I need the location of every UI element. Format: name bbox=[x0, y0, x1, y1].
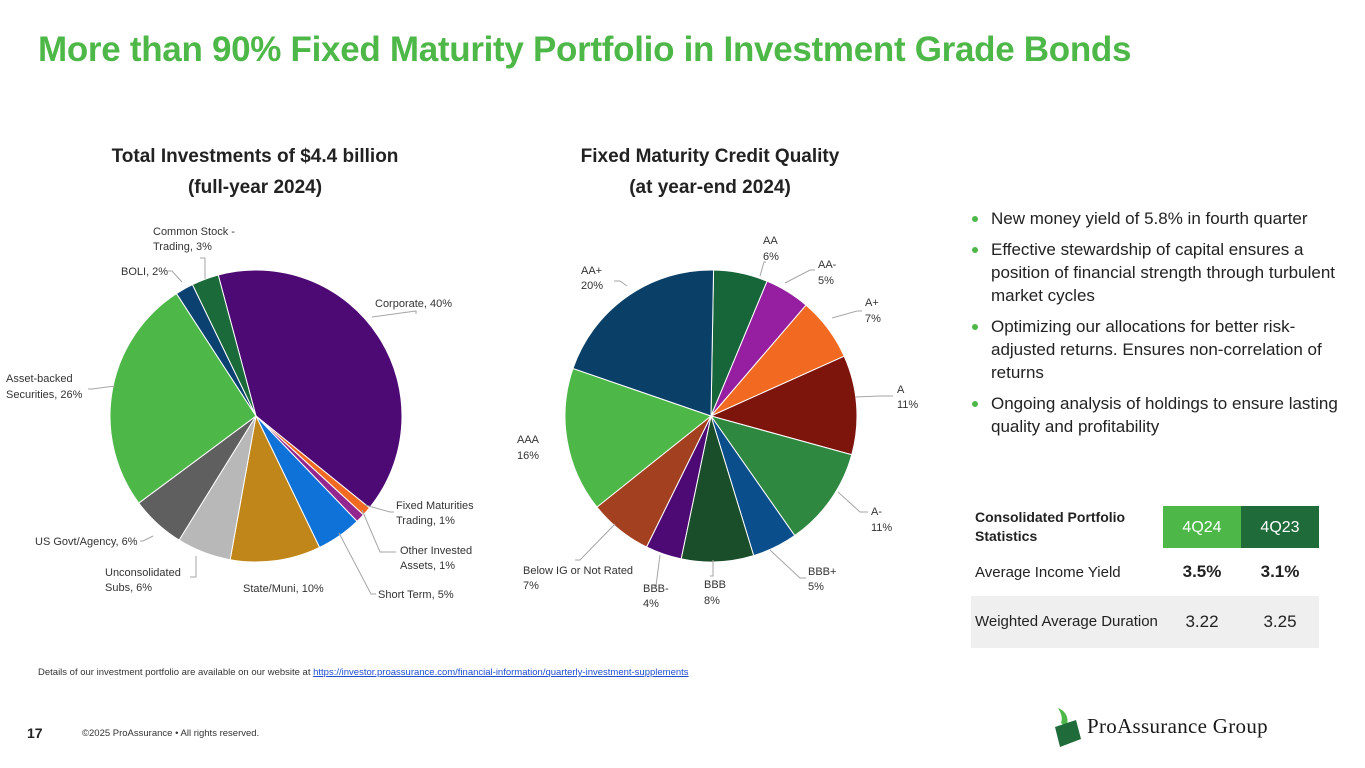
label-aam-pct: 5% bbox=[818, 275, 834, 287]
total-investments-pie: Corporate, 40% Fixed Maturities Trading,… bbox=[6, 226, 474, 601]
row-value-4q23: 3.1% bbox=[1260, 562, 1300, 581]
footnote: Details of our investment portfolio are … bbox=[38, 667, 689, 678]
label-below-ig-pct: 7% bbox=[523, 580, 539, 592]
left-leader-lines bbox=[88, 257, 417, 595]
logo-wordmark: ProAssurance Group bbox=[1087, 714, 1268, 738]
bullet-text: Ongoing analysis of holdings to ensure l… bbox=[991, 394, 1338, 436]
pie-slice bbox=[572, 269, 715, 417]
label-a-pct: 11% bbox=[897, 399, 918, 411]
label-bbbp-pct: 5% bbox=[808, 581, 824, 593]
right-chart-title: Fixed Maturity Credit Quality (at year-e… bbox=[540, 141, 880, 203]
row-value-4q23: 3.25 bbox=[1241, 596, 1319, 648]
label-aa-pct: 6% bbox=[763, 251, 779, 263]
pie-slice bbox=[709, 415, 853, 537]
bullet-dot-icon bbox=[972, 324, 978, 330]
left-chart-title-line2: (full-year 2024) bbox=[187, 177, 323, 198]
label-bbbp-name: BBB+ bbox=[808, 566, 836, 578]
label-aaa-name: AAA bbox=[517, 434, 540, 446]
row-label: Weighted Average Duration bbox=[971, 596, 1163, 648]
bullet-dot-icon bbox=[972, 401, 978, 407]
table-row: Average Income Yield 3.5% 3.1% bbox=[971, 548, 1319, 596]
label-fm-trading-line2: Trading, 1% bbox=[396, 515, 455, 527]
label-other-invested-line1: Other Invested bbox=[400, 545, 472, 557]
label-fm-trading-line1: Fixed Maturities bbox=[396, 500, 474, 512]
row-value-4q24: 3.22 bbox=[1163, 596, 1241, 648]
investment-supplements-link[interactable]: https://investor.proassurance.com/financ… bbox=[313, 667, 689, 678]
label-other-invested-line2: Assets, 1% bbox=[400, 560, 455, 572]
label-am-name: A- bbox=[871, 506, 882, 518]
logo-leaf-icon bbox=[1055, 708, 1081, 747]
label-corporate: Corporate, 40% bbox=[375, 298, 452, 310]
bullet-item: Effective stewardship of capital ensures… bbox=[972, 238, 1342, 307]
label-bbb-name: BBB bbox=[704, 579, 726, 591]
label-a-name: A bbox=[897, 384, 905, 396]
pie-slice bbox=[109, 292, 257, 504]
label-short-term: Short Term, 5% bbox=[378, 589, 454, 601]
portfolio-statistics-table: Consolidated Portfolio Statistics 4Q24 4… bbox=[971, 506, 1319, 648]
page-number: 17 bbox=[27, 725, 43, 741]
label-aap-pct: 20% bbox=[581, 280, 603, 292]
table-header-row: Consolidated Portfolio Statistics 4Q24 4… bbox=[971, 506, 1319, 548]
label-bbbm-pct: 4% bbox=[643, 598, 659, 610]
left-chart-title: Total Investments of $4.4 billion (full-… bbox=[80, 141, 430, 203]
column-header-4q24: 4Q24 bbox=[1163, 506, 1241, 548]
left-chart-title-line1: Total Investments of $4.4 billion bbox=[111, 146, 399, 167]
bullet-text: Optimizing our allocations for better ri… bbox=[991, 317, 1322, 382]
copyright: ©2025 ProAssurance • All rights reserved… bbox=[82, 728, 260, 739]
label-unconsolidated-line1: Unconsolidated bbox=[105, 567, 181, 579]
bullet-dot-icon bbox=[972, 216, 978, 222]
pie-slice bbox=[217, 269, 403, 509]
pie-slice bbox=[564, 367, 713, 508]
highlights-list: New money yield of 5.8% in fourth quarte… bbox=[972, 207, 1342, 446]
page-title: More than 90% Fixed Maturity Portfolio i… bbox=[38, 30, 1132, 69]
column-header-4q23: 4Q23 bbox=[1241, 506, 1319, 548]
label-abs-line1: Asset-backed bbox=[6, 373, 73, 385]
label-aap-name: AA+ bbox=[581, 265, 602, 277]
label-bbb-pct: 8% bbox=[704, 595, 720, 607]
row-label: Average Income Yield bbox=[975, 563, 1121, 581]
label-am-pct: 11% bbox=[871, 522, 892, 534]
table-row: Weighted Average Duration 3.22 3.25 bbox=[971, 596, 1319, 648]
pie-slice bbox=[229, 414, 321, 563]
bullet-dot-icon bbox=[972, 247, 978, 253]
bullet-text: Effective stewardship of capital ensures… bbox=[991, 240, 1336, 305]
label-unconsolidated-line2: Subs, 6% bbox=[105, 582, 152, 594]
footnote-text: Details of our investment portfolio are … bbox=[38, 667, 314, 678]
label-bbbm-name: BBB- bbox=[643, 583, 669, 595]
pie-slice bbox=[191, 274, 257, 417]
label-common-stock-line1: Common Stock - bbox=[153, 226, 235, 238]
pie-slice bbox=[709, 355, 858, 456]
right-chart-title-line2: (at year-end 2024) bbox=[629, 177, 791, 198]
label-common-stock-line2: Trading, 3% bbox=[153, 241, 212, 253]
label-ap-name: A+ bbox=[865, 297, 879, 309]
label-boli: BOLI, 2% bbox=[121, 266, 168, 278]
bullet-item: New money yield of 5.8% in fourth quarte… bbox=[972, 207, 1342, 230]
label-abs-line2: Securities, 26% bbox=[6, 389, 83, 401]
credit-quality-pie: AA 6% AA- 5% A+ 7% A 11% A- 11% BBB+ 5% … bbox=[517, 235, 918, 610]
right-leader-lines bbox=[575, 261, 893, 587]
company-logo: ProAssurance Group bbox=[1052, 705, 1332, 749]
table-header-label: Consolidated Portfolio Statistics bbox=[975, 509, 1126, 544]
right-chart-title-line1: Fixed Maturity Credit Quality bbox=[580, 146, 840, 167]
label-aa-name: AA bbox=[763, 235, 778, 247]
bullet-text: New money yield of 5.8% in fourth quarte… bbox=[991, 209, 1308, 228]
label-below-ig-name: Below IG or Not Rated bbox=[523, 565, 633, 577]
label-us-govt: US Govt/Agency, 6% bbox=[35, 536, 138, 548]
label-state-muni: State/Muni, 10% bbox=[243, 583, 324, 595]
row-value-4q24: 3.5% bbox=[1182, 562, 1222, 581]
bullet-item: Optimizing our allocations for better ri… bbox=[972, 315, 1342, 384]
bullet-item: Ongoing analysis of holdings to ensure l… bbox=[972, 392, 1342, 438]
label-aaa-pct: 16% bbox=[517, 450, 539, 462]
label-aam-name: AA- bbox=[818, 259, 837, 271]
label-ap-pct: 7% bbox=[865, 313, 881, 325]
